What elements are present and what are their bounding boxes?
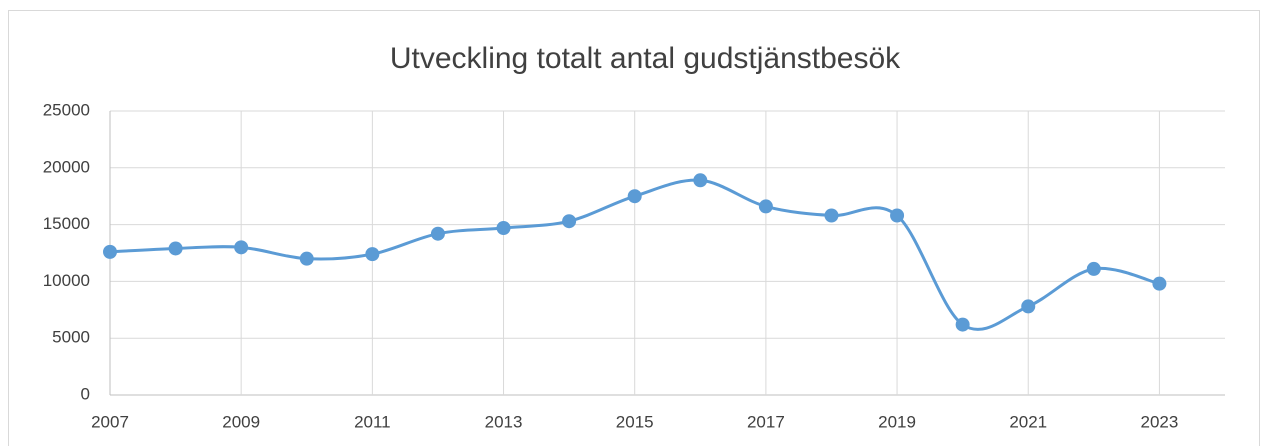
data-point: [824, 208, 839, 223]
data-point: [693, 173, 708, 188]
data-point: [562, 214, 577, 229]
y-tick-label: 20000: [43, 157, 90, 176]
data-point: [1086, 261, 1101, 276]
y-tick-label: 10000: [43, 271, 90, 290]
x-tick-label: 2021: [1009, 412, 1047, 431]
x-tick-label: 2007: [91, 412, 129, 431]
data-point: [627, 189, 642, 204]
data-point: [299, 251, 314, 266]
x-tick-label: 2009: [222, 412, 260, 431]
y-tick-label: 25000: [43, 100, 90, 119]
data-line: [109, 178, 1160, 331]
data-point: [430, 226, 445, 241]
y-tick-label: 15000: [43, 214, 90, 233]
x-tick-label: 2017: [747, 412, 785, 431]
data-point: [365, 247, 380, 262]
y-tick-label: 5000: [52, 328, 90, 347]
data-point: [1021, 299, 1036, 314]
data-point: [168, 241, 183, 256]
data-point: [103, 244, 117, 259]
x-tick-label: 2015: [616, 412, 654, 431]
data-point: [758, 199, 773, 214]
x-tick-label: 2013: [485, 412, 523, 431]
x-tick-label: 2023: [1140, 412, 1178, 431]
data-point: [890, 208, 905, 223]
x-tick-label: 2019: [878, 412, 916, 431]
data-point: [1152, 276, 1167, 291]
y-tick-label: 0: [81, 384, 90, 403]
data-point: [496, 221, 511, 236]
x-tick-label: 2011: [354, 412, 391, 431]
data-point: [955, 317, 970, 332]
chart-frame: [8, 10, 1260, 446]
data-point: [234, 240, 249, 255]
chart-title: Utveckling totalt antal gudstjänstbesök: [390, 42, 901, 75]
